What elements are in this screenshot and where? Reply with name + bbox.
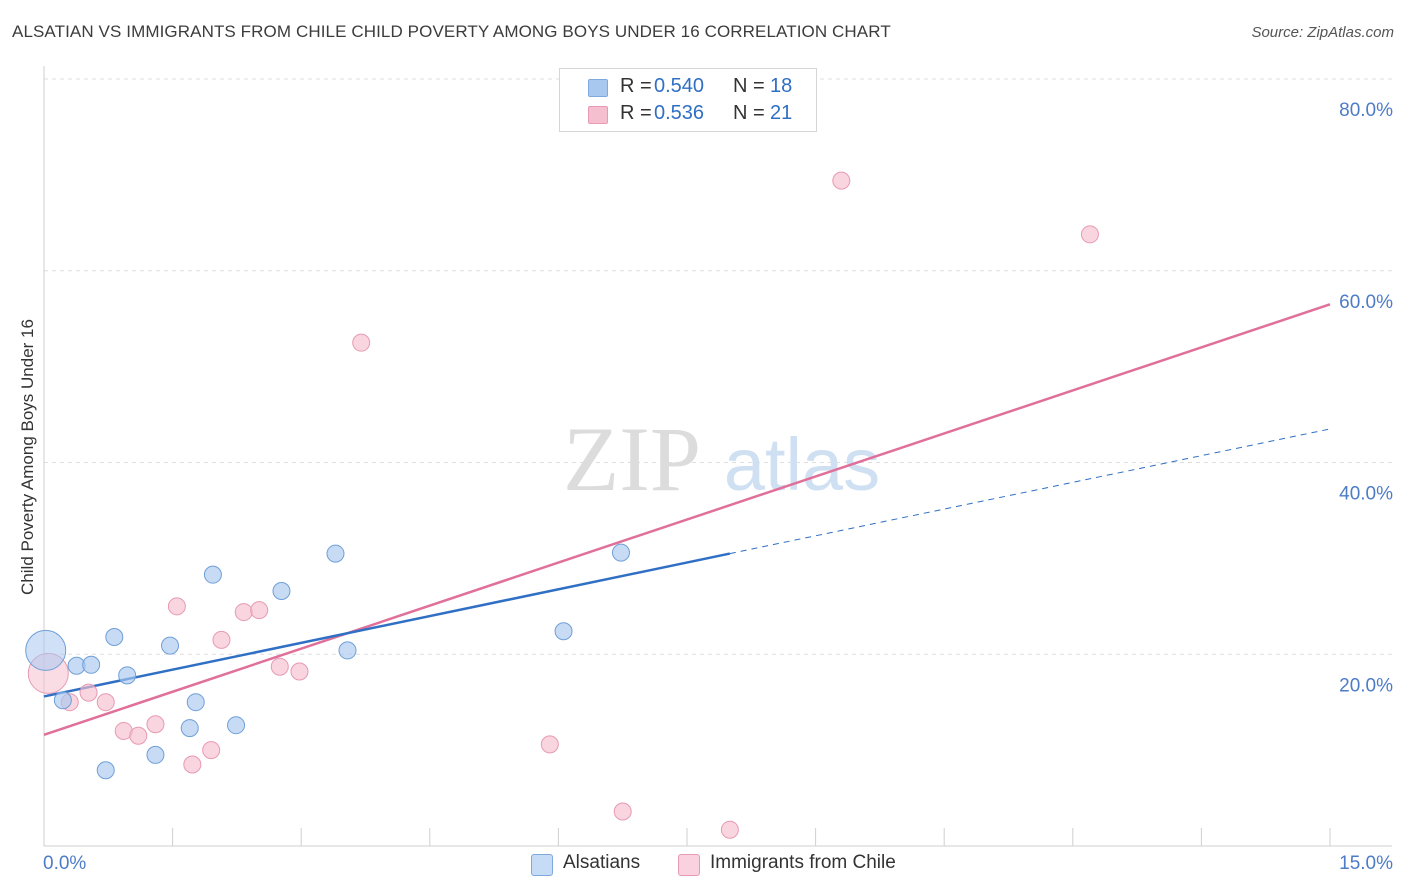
point-alsatians: [180, 719, 199, 738]
point-alsatians: [611, 543, 630, 562]
point-alsatians: [338, 641, 357, 660]
point-alsatians: [146, 745, 165, 764]
point-alsatians: [203, 565, 222, 584]
series-swatch-alsatians: [531, 854, 553, 876]
point-alsatians: [227, 716, 246, 735]
legend-r-label: R =: [620, 102, 652, 124]
point-chile: [202, 741, 221, 760]
point-chile: [832, 171, 851, 190]
trend-line-alsatians: [43, 552, 731, 698]
point-chile: [250, 601, 269, 620]
watermark-atlas: atlas: [724, 423, 880, 506]
legend-row-chile: R = 0.536 N = 21: [560, 100, 816, 128]
point-chile: [129, 726, 148, 745]
point-alsatians: [554, 622, 573, 641]
point-alsatians: [326, 544, 345, 563]
point-chile: [720, 820, 739, 839]
legend-n-value: 18: [770, 75, 793, 97]
watermark-zip: ZIP: [563, 408, 701, 510]
point-alsatians: [96, 761, 115, 780]
point-alsatians: [272, 581, 291, 600]
point-alsatians: [118, 666, 137, 685]
legend-r-value: 0.536: [654, 102, 705, 124]
legend-row-alsatians: R = 0.540 N = 18: [560, 73, 816, 101]
legend-swatch-chile: [588, 106, 608, 124]
data-points: [25, 171, 1099, 839]
y-tick-label: 80.0%: [1339, 100, 1393, 121]
point-chile: [212, 630, 231, 649]
grid-lines: [44, 78, 1392, 655]
legend-r-label: R =: [620, 75, 652, 97]
series-label-chile: Immigrants from Chile: [710, 852, 896, 873]
point-chile: [1080, 225, 1099, 244]
point-alsatians: [53, 691, 72, 710]
trend-lines: [43, 303, 1331, 736]
point-chile: [167, 597, 186, 616]
point-chile: [352, 333, 371, 352]
point-chile: [79, 683, 98, 702]
point-alsatians: [105, 627, 124, 646]
correlation-legend: R = 0.540 N = 18 R = 0.536 N = 21: [559, 68, 817, 132]
point-alsatians: [161, 636, 180, 655]
trend-line-alsatians-extension: [729, 428, 1331, 555]
point-alsatians: [25, 629, 67, 671]
legend-r-value: 0.540: [654, 75, 705, 97]
legend-n-value: 21: [770, 102, 793, 124]
point-chile: [234, 603, 253, 622]
point-chile: [270, 657, 289, 676]
point-chile: [540, 735, 559, 754]
point-alsatians: [82, 655, 101, 674]
series-label-alsatians: Alsatians: [563, 852, 641, 873]
source-credit: Source: ZipAtlas.com: [1251, 24, 1394, 41]
y-tick-label: 20.0%: [1339, 675, 1393, 696]
x-tick-label: 15.0%: [1339, 853, 1393, 874]
series-swatch-chile: [678, 854, 700, 876]
point-chile: [613, 802, 632, 821]
x-tick-label: 0.0%: [43, 853, 86, 874]
tick-labels: 20.0% 40.0% 60.0% 80.0% 0.0% 15.0%: [43, 100, 1393, 874]
series-legend: Alsatians Immigrants from Chile: [0, 852, 1406, 878]
y-axis-label: Child Poverty Among Boys Under 16: [18, 319, 37, 595]
y-tick-label: 60.0%: [1339, 292, 1393, 313]
chart-title: ALSATIAN VS IMMIGRANTS FROM CHILE CHILD …: [12, 22, 891, 41]
legend-n-label: N =: [733, 75, 765, 97]
legend-n-label: N =: [733, 102, 765, 124]
point-chile: [290, 662, 309, 681]
point-chile: [146, 715, 165, 734]
trend-line-chile: [43, 303, 1331, 736]
axes: [43, 66, 1392, 847]
point-chile: [96, 693, 115, 712]
y-tick-label: 40.0%: [1339, 484, 1393, 505]
legend-swatch-alsatians: [588, 79, 608, 97]
point-chile: [183, 755, 202, 774]
point-alsatians: [186, 693, 205, 712]
